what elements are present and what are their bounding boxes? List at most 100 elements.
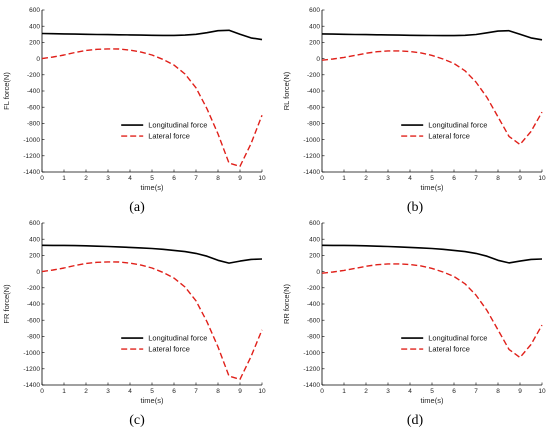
series-line-longitudinal [321, 244, 543, 264]
x-tick-label: 1 [342, 175, 346, 182]
y-tick-label: -1000 [23, 137, 40, 144]
x-tick-label: 8 [216, 388, 220, 395]
series-line-longitudinal [41, 29, 263, 41]
legend-label: Longitudinal force [428, 121, 487, 130]
y-axis-label: FL force(N) [2, 72, 11, 110]
x-tick-label: 3 [386, 175, 390, 182]
x-tick-label: 1 [62, 388, 66, 395]
x-tick-label: 6 [172, 175, 176, 182]
y-tick-label: -800 [307, 334, 320, 341]
y-tick-label: -400 [307, 301, 320, 308]
y-tick-label: 400 [309, 236, 320, 243]
y-tick-label: -1000 [303, 137, 320, 144]
panel-label-d: (d) [406, 413, 424, 428]
x-tick-label: 8 [496, 175, 500, 182]
y-tick-label: -1200 [23, 153, 40, 160]
y-tick-label: 600 [29, 220, 40, 227]
x-tick-label: 3 [106, 175, 110, 182]
y-tick-label: 200 [29, 40, 40, 47]
legend-label: Lateral force [428, 345, 470, 354]
x-axis-label: time(s) [141, 183, 164, 192]
series-line-lateral [321, 263, 543, 359]
y-tick-label: -600 [27, 317, 40, 324]
x-tick-label: 2 [364, 388, 368, 395]
panel-label-c: (c) [129, 413, 145, 428]
legend-label: Longitudinal force [428, 334, 487, 343]
y-tick-label: 200 [29, 253, 40, 260]
chart-panel-a: 600 400 200 0 -200 -400 -600 -800 -1000 -1200 -140… [2, 7, 266, 192]
x-tick-label: 2 [364, 175, 368, 182]
y-tick-label: 600 [29, 7, 40, 14]
x-tick-label: 10 [258, 388, 266, 395]
x-tick-label: 7 [474, 175, 478, 182]
panel-label-a: (a) [129, 200, 145, 215]
x-tick-label: 9 [518, 388, 522, 395]
legend-label: Longitudinal force [148, 334, 207, 343]
x-tick-label: 3 [106, 388, 110, 395]
y-tick-label: -1000 [23, 350, 40, 357]
y-tick-label: -400 [307, 88, 320, 95]
y-tick-label: 0 [36, 56, 40, 63]
y-tick-label: -800 [27, 121, 40, 128]
x-tick-label: 7 [474, 388, 478, 395]
x-tick-label: 10 [538, 175, 546, 182]
x-tick-label: 4 [128, 388, 132, 395]
legend-label: Lateral force [148, 345, 190, 354]
y-tick-label: 200 [309, 40, 320, 47]
x-tick-label: 5 [430, 175, 434, 182]
x-tick-label: 8 [216, 175, 220, 182]
y-tick-label: 0 [316, 269, 320, 276]
legend-label: Lateral force [428, 132, 470, 141]
x-tick-label: 5 [150, 175, 154, 182]
legend-label: Longitudinal force [148, 121, 207, 130]
series-line-lateral [41, 261, 263, 380]
legend: Longitudinal force Lateral force [121, 121, 207, 141]
x-tick-label: 6 [452, 175, 456, 182]
y-tick-label: -1400 [303, 382, 320, 389]
x-tick-label: 0 [40, 388, 44, 395]
y-tick-label: -1200 [303, 153, 320, 160]
y-tick-label: 200 [309, 253, 320, 260]
x-tick-label: 5 [430, 388, 434, 395]
legend: Longitudinal force Lateral force [401, 121, 487, 141]
x-tick-label: 4 [408, 388, 412, 395]
x-tick-label: 9 [238, 388, 242, 395]
y-axis-label: RL force(N) [282, 71, 291, 110]
y-tick-label: -1400 [23, 382, 40, 389]
y-tick-label: -800 [307, 121, 320, 128]
y-tick-label: 0 [316, 56, 320, 63]
chart-panel-c: 600 400 200 0 -200 -400 -600 -800 -1000 -1200 -140… [2, 220, 266, 405]
x-tick-label: 0 [40, 175, 44, 182]
x-tick-label: 3 [386, 388, 390, 395]
y-tick-label: -600 [307, 317, 320, 324]
panel-label-b: (b) [406, 200, 424, 215]
x-tick-label: 1 [62, 175, 66, 182]
series-line-lateral [41, 48, 263, 168]
y-tick-label: -400 [27, 301, 40, 308]
x-tick-label: 2 [84, 388, 88, 395]
y-tick-label: 400 [309, 23, 320, 30]
y-tick-label: -200 [307, 72, 320, 79]
y-tick-label: 600 [309, 7, 320, 14]
x-tick-label: 8 [496, 388, 500, 395]
x-tick-label: 0 [320, 175, 324, 182]
y-tick-label: -1200 [303, 366, 320, 373]
y-axis-label: FR force(N) [2, 284, 11, 324]
y-tick-label: -1400 [303, 169, 320, 176]
x-tick-label: 6 [172, 388, 176, 395]
x-axis-label: time(s) [421, 396, 444, 405]
legend: Longitudinal force Lateral force [121, 334, 207, 354]
legend-label: Lateral force [148, 132, 190, 141]
y-tick-label: -600 [307, 104, 320, 111]
y-tick-label: -200 [27, 285, 40, 292]
x-tick-label: 5 [150, 388, 154, 395]
y-tick-label: 400 [29, 236, 40, 243]
x-tick-label: 4 [128, 175, 132, 182]
y-tick-label: -200 [27, 72, 40, 79]
y-tick-label: -600 [27, 104, 40, 111]
x-tick-label: 7 [194, 388, 198, 395]
x-tick-label: 6 [452, 388, 456, 395]
x-tick-label: 9 [238, 175, 242, 182]
y-tick-label: -1200 [23, 366, 40, 373]
